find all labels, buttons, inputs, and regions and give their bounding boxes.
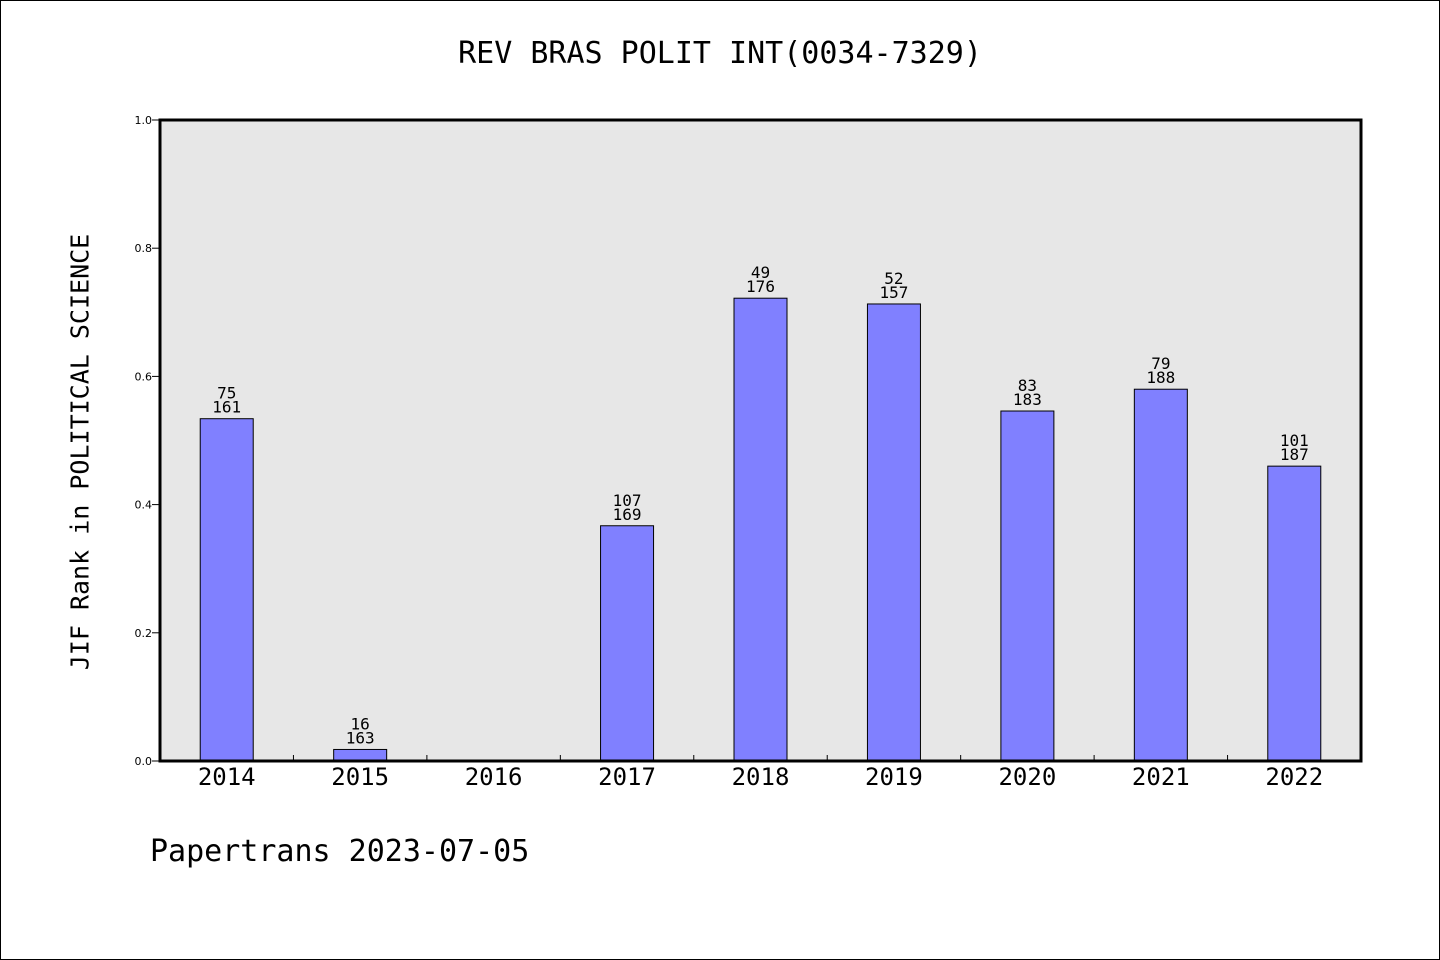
x-tick-label: 2016 [465, 763, 523, 791]
bar-label-total-2019: 157 [879, 283, 908, 302]
bar-2019 [866, 303, 921, 762]
y-tick-label: 0.2 [135, 627, 153, 640]
bar-label-total-2018: 176 [746, 277, 775, 296]
bar-2017 [600, 525, 655, 762]
footer-credit: Papertrans 2023-07-05 [150, 834, 530, 869]
bar-label-total-2021: 188 [1146, 368, 1175, 387]
bar-label-rank-2021: 79 [1151, 354, 1170, 373]
y-tick-label: 0.4 [135, 499, 153, 512]
x-tick-label: 2020 [998, 763, 1056, 791]
bar-label-rank-2017: 107 [613, 491, 642, 510]
y-tick-label: 0.8 [135, 242, 153, 255]
x-tick-label: 2018 [732, 763, 790, 791]
x-tick-label: 2021 [1132, 763, 1190, 791]
bar-2021 [1133, 388, 1188, 762]
bar-label-rank-2014: 75 [217, 384, 236, 403]
x-tick-label: 2022 [1265, 763, 1323, 791]
bar-label-total-2015: 163 [346, 728, 375, 747]
bar-label-rank-2020: 83 [1018, 376, 1037, 395]
bar-label-rank-2019: 52 [884, 269, 903, 288]
bar-label-total-2022: 187 [1280, 445, 1309, 464]
bar-label-rank-2018: 49 [751, 263, 770, 282]
bar-label-total-2017: 169 [613, 505, 642, 524]
chart-title: REV BRAS POLIT INT(0034-7329) [458, 36, 982, 71]
bar-label-total-2020: 183 [1013, 390, 1042, 409]
bar-2020 [1000, 410, 1055, 762]
x-tick-label: 2015 [331, 763, 389, 791]
bar-label-rank-2022: 101 [1280, 431, 1309, 450]
y-tick-label: 0.0 [135, 755, 153, 768]
x-tick-label: 2014 [198, 763, 256, 791]
y-tick-label: 0.6 [135, 370, 153, 383]
bar-label-total-2014: 161 [212, 398, 241, 417]
bar-2015 [333, 748, 388, 762]
bar-2022 [1267, 465, 1322, 762]
bar-2014 [199, 418, 254, 762]
bar-label-rank-2015: 16 [351, 714, 370, 733]
bar-2018 [733, 297, 788, 762]
x-tick-label: 2017 [598, 763, 656, 791]
plot-border [158, 118, 1363, 763]
x-tick-label: 2019 [865, 763, 923, 791]
y-tick-label: 1.0 [135, 114, 153, 127]
